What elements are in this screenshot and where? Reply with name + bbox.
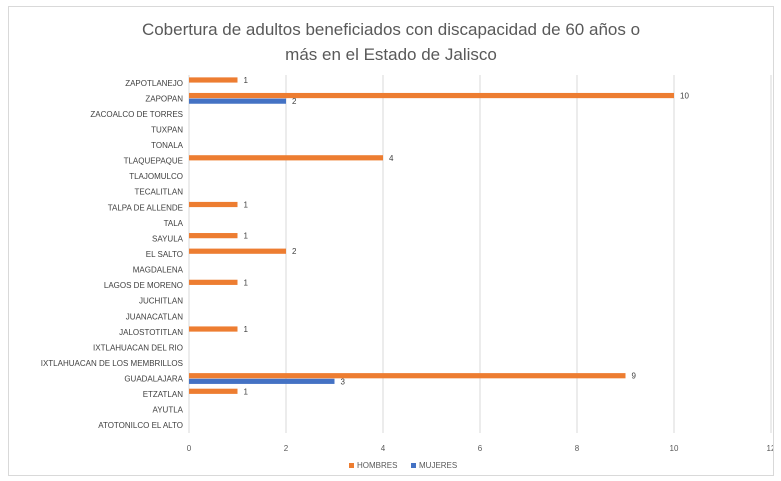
legend-label: MUJERES (419, 461, 457, 470)
data-label: 1 (244, 232, 249, 241)
data-label: 3 (341, 377, 346, 386)
category-label: SAYULA (152, 234, 184, 243)
category-label: EL SALTO (146, 250, 183, 259)
data-label: 1 (244, 76, 249, 85)
bar-hombres (189, 373, 626, 379)
category-label: ETZATLAN (143, 390, 184, 399)
x-tick-label: 12 (767, 444, 773, 453)
category-label: JUCHITLAN (139, 297, 183, 306)
legend-swatch (349, 463, 354, 468)
x-tick-label: 2 (284, 444, 289, 453)
category-label: MAGDALENA (133, 266, 184, 275)
category-label: TONALA (151, 141, 184, 150)
bar-hombres (189, 279, 238, 285)
category-label: IXTLAHUACAN DE LOS MEMBRILLOS (41, 359, 183, 368)
chart-plot: 024681012ZAPOTLANEJOZAPOPANZACOALCO DE T… (41, 75, 773, 470)
category-label: TALPA DE ALLENDE (108, 203, 183, 212)
data-label: 1 (244, 201, 249, 210)
bar-hombres (189, 233, 238, 239)
category-label: TLAJOMULCO (129, 172, 183, 181)
x-tick-label: 4 (381, 444, 386, 453)
category-label: ZACOALCO DE TORRES (90, 110, 183, 119)
category-label: TALA (164, 219, 184, 228)
category-label: ZAPOTLANEJO (125, 79, 183, 88)
data-label: 9 (632, 372, 637, 381)
data-label: 1 (244, 325, 249, 334)
bar-hombres (189, 248, 286, 254)
bar-hombres (189, 326, 238, 332)
bar-hombres (189, 77, 238, 83)
category-label: IXTLAHUACAN DEL RIO (93, 343, 183, 352)
category-label: TECALITLAN (135, 188, 184, 197)
data-label: 4 (389, 154, 394, 163)
category-label: AYUTLA (152, 406, 183, 415)
data-label: 1 (244, 278, 249, 287)
x-tick-label: 8 (575, 444, 580, 453)
chart-frame: Cobertura de adultos beneficiados con di… (8, 6, 774, 476)
category-label: LAGOS DE MORENO (104, 281, 183, 290)
bar-hombres (189, 201, 238, 208)
data-label: 1 (244, 387, 249, 396)
data-label: 2 (292, 97, 297, 106)
category-label: JUANACATLAN (126, 312, 183, 321)
x-tick-label: 10 (670, 444, 679, 453)
category-label: GUADALAJARA (124, 375, 183, 384)
category-label: JALOSTOTITLAN (119, 328, 183, 337)
x-tick-label: 0 (187, 444, 192, 453)
chart-title: Cobertura de adultos beneficiados con di… (141, 20, 641, 64)
bar-hombres (189, 155, 383, 161)
category-label: ZAPOPAN (145, 94, 183, 103)
bar-mujeres (189, 98, 286, 104)
legend-swatch (411, 463, 416, 468)
bar-mujeres (189, 378, 335, 384)
data-label: 10 (680, 92, 689, 101)
bar-hombres (189, 388, 238, 394)
category-label: TLAQUEPAQUE (124, 157, 183, 166)
category-label: ATOTONILCO EL ALTO (98, 421, 183, 430)
data-label: 2 (292, 247, 297, 256)
x-tick-label: 6 (478, 444, 483, 453)
legend-label: HOMBRES (357, 461, 397, 470)
category-label: TUXPAN (151, 125, 183, 134)
bar-hombres (189, 92, 674, 99)
